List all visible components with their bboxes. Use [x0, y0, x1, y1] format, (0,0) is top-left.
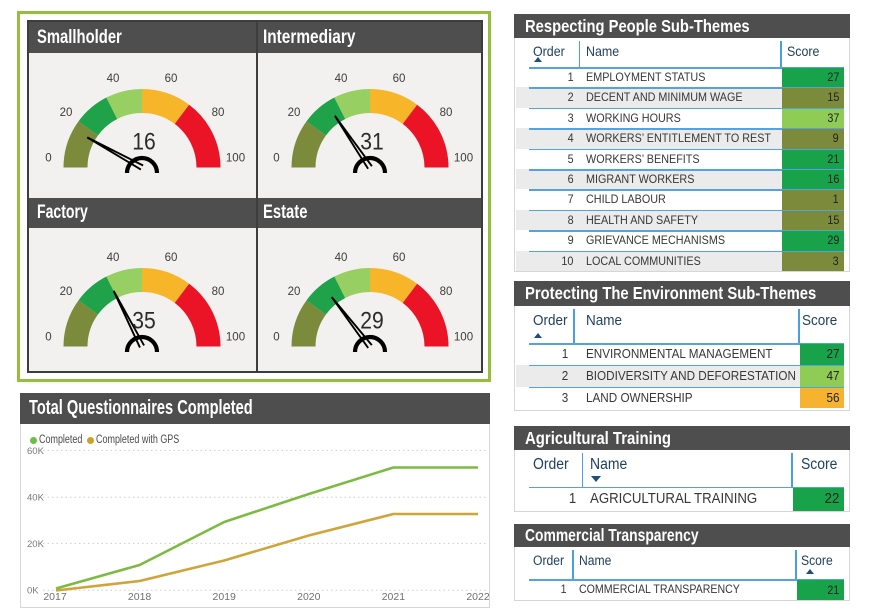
- svg-text:20: 20: [288, 286, 301, 298]
- svg-text:80: 80: [440, 107, 453, 119]
- svg-text:20K: 20K: [27, 539, 45, 550]
- svg-text:20: 20: [60, 107, 73, 119]
- svg-text:80: 80: [212, 286, 225, 298]
- svg-text:20: 20: [60, 286, 73, 298]
- svg-text:100: 100: [454, 332, 473, 344]
- svg-text:60: 60: [393, 73, 406, 85]
- svg-text:100: 100: [226, 332, 245, 344]
- svg-text:2020: 2020: [297, 591, 321, 603]
- svg-text:2017: 2017: [43, 591, 67, 603]
- svg-text:2022: 2022: [466, 591, 489, 603]
- svg-text:0: 0: [273, 332, 279, 344]
- svg-text:29: 29: [360, 307, 383, 334]
- svg-text:40: 40: [335, 252, 348, 264]
- svg-text:40K: 40K: [27, 493, 45, 504]
- svg-text:31: 31: [360, 128, 383, 155]
- svg-text:2019: 2019: [213, 591, 237, 603]
- svg-text:40: 40: [107, 252, 120, 264]
- svg-text:2018: 2018: [128, 591, 152, 603]
- svg-text:0K: 0K: [27, 586, 39, 597]
- svg-text:100: 100: [454, 153, 473, 165]
- svg-text:35: 35: [132, 307, 155, 334]
- svg-text:60: 60: [393, 252, 406, 264]
- svg-text:40: 40: [107, 73, 120, 85]
- svg-text:80: 80: [440, 286, 453, 298]
- svg-text:0: 0: [45, 153, 51, 165]
- svg-text:60: 60: [165, 73, 178, 85]
- svg-text:0: 0: [273, 153, 279, 165]
- svg-text:80: 80: [212, 107, 225, 119]
- svg-text:60: 60: [165, 252, 178, 264]
- svg-text:60K: 60K: [27, 446, 45, 457]
- svg-text:2021: 2021: [382, 591, 406, 603]
- svg-text:16: 16: [132, 128, 155, 155]
- svg-text:40: 40: [335, 73, 348, 85]
- svg-text:100: 100: [226, 153, 245, 165]
- svg-text:0: 0: [45, 332, 51, 344]
- svg-text:20: 20: [288, 107, 301, 119]
